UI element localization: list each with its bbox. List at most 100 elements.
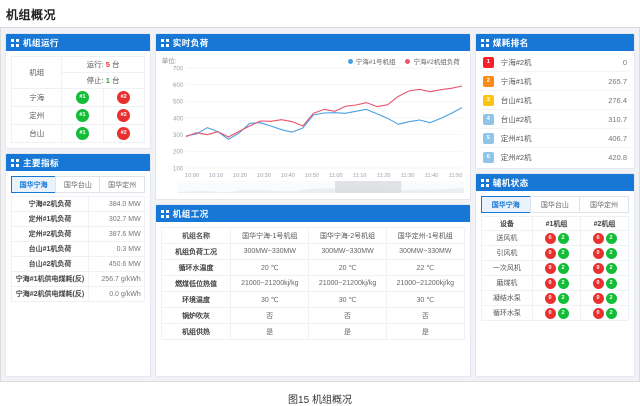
unit-conditions-header: 机组工况	[155, 205, 470, 222]
table-row: 锅炉吹灰否否否	[160, 307, 465, 324]
realtime-load-title: 实时负荷	[172, 37, 209, 48]
load-line-chart: 100 200 300 400 500 600 700 10:00 10:10 10:20 10:3…	[173, 66, 464, 193]
legend-item-0[interactable]: 宁海#1号机组	[347, 56, 395, 66]
figure-caption: 图15 机组概况	[288, 395, 352, 406]
x-axis-tick-label: 10:20	[233, 173, 247, 179]
y-axis-tick-label: 300	[173, 133, 184, 139]
aux-running-count-dot: 2	[605, 307, 617, 319]
tab-metrics-2[interactable]: 国华定州	[99, 176, 145, 193]
condition-value: 否	[230, 307, 310, 324]
table-row: 机组 运行: 5 台	[10, 56, 145, 89]
unit-status-dot[interactable]: #2	[117, 91, 131, 104]
condition-name: 循环水温度	[160, 259, 232, 276]
legend-item-1[interactable]: 宁海#2机组负荷	[405, 56, 460, 66]
unit-status-dot[interactable]: #1	[75, 91, 89, 104]
unit-status-cell[interactable]: #2	[102, 106, 145, 125]
condition-name: 环境温度	[160, 291, 232, 308]
metric-name: 宁海#2机负荷	[11, 196, 89, 212]
chart-series-line-1	[185, 85, 462, 138]
unit-status-dot[interactable]: #1	[75, 109, 89, 122]
condition-value: 300MW~330MW	[230, 243, 310, 260]
aux-fault-count-dot: 0	[544, 277, 556, 289]
aux-fault-count-dot: 0	[544, 232, 556, 244]
unit-status-dot[interactable]: #1	[75, 127, 89, 140]
metric-value: 256.7 g/kWh	[87, 271, 145, 287]
unit-status-cell[interactable]: #1	[61, 106, 104, 125]
legend-color-dot	[347, 58, 353, 64]
aux-status-card: 辅机状态 国华宁海 国华台山 国华定州 设备 #1机组 #2机组 送风机 0 2 0 2 引风机 0 2…	[474, 173, 635, 377]
tab-aux-0[interactable]: 国华宁海	[480, 196, 530, 213]
unit-conditions-body: 机组名称 国华宁海-1号机组 国华宁海-2号机组 国华定州-1号机组 机组负荷工况 300…	[156, 222, 470, 376]
rank-value: 406.7	[608, 133, 627, 143]
rank-badge: 6	[482, 151, 494, 163]
coal-ranking-card: 煤耗排名 1 宁海#2机 0 2 宁海#1机 265.7 3 台山#1机 276.4 4 台山#2机…	[474, 33, 635, 169]
condition-value: 20 ℃	[308, 259, 387, 276]
chart-legend[interactable]: 宁海#1号机组 宁海#2机组负荷	[347, 56, 460, 66]
tab-aux-2[interactable]: 国华定州	[578, 196, 629, 213]
table-row: 机组名称 国华宁海-1号机组 国华宁海-2号机组 国华定州-1号机组	[160, 227, 465, 244]
condition-value: 是	[385, 323, 465, 340]
list-item[interactable]: 3 台山#1机 276.4	[479, 91, 630, 110]
tab-aux-1[interactable]: 国华台山	[529, 196, 579, 213]
x-axis-tick-label: 11:40	[425, 173, 439, 179]
unit-status-cell[interactable]: #1	[61, 124, 104, 143]
tab-metrics-1[interactable]: 国华台山	[55, 176, 100, 193]
rank-name: 定州#1机	[500, 133, 532, 143]
realtime-load-body: 单位: 宁海#1号机组 宁海#2机组负荷 100 200 300 400 500 600 70…	[156, 51, 470, 199]
chart-brush-handle[interactable]	[334, 181, 401, 193]
x-axis-tick-label: 10:30	[257, 173, 271, 179]
stopped-count-cell: 停止: 1 台	[61, 72, 145, 89]
rank-value: 0	[622, 57, 627, 67]
list-item[interactable]: 5 定州#1机 406.7	[479, 129, 630, 148]
table-row: 宁海#2机供电煤耗(反) 0.0 g/kWh	[11, 286, 145, 302]
list-item[interactable]: 1 宁海#2机 0	[479, 53, 630, 72]
condition-value: 否	[308, 307, 387, 324]
table-row: 定州#2机负荷 387.6 MW	[11, 226, 145, 242]
table-row: 机组负荷工况 300MW~330MW 300MW~330MW 300MW~330MW	[160, 243, 465, 260]
aux-fault-count-dot: 0	[544, 262, 556, 274]
unit-running-label: 机组	[10, 56, 63, 89]
main-metrics-tabs[interactable]: 国华宁海 国华台山 国华定州	[11, 176, 145, 193]
rank-badge: 4	[482, 113, 494, 125]
unit-status-dot[interactable]: #2	[117, 127, 131, 140]
list-item[interactable]: 2 宁海#1机 265.7	[479, 72, 630, 91]
unit-conditions-title: 机组工况	[172, 208, 209, 219]
table-row: 宁海 #1 #2	[10, 88, 145, 107]
list-item[interactable]: 4 台山#2机 310.7	[479, 110, 630, 129]
running-count-cell: 运行: 5 台	[61, 56, 145, 73]
table-row: 定州 #1 #2	[10, 106, 145, 125]
list-item[interactable]: 6 定州#2机 420.8	[480, 148, 630, 166]
aux-running-count-dot: 2	[605, 232, 617, 244]
unit-status-cell[interactable]: #2	[102, 88, 145, 107]
aux-status-tabs[interactable]: 国华宁海 国华台山 国华定州	[480, 196, 629, 213]
aux-running-count-dot: 2	[605, 292, 617, 304]
aux-fault-count-dot: 0	[592, 232, 604, 244]
unit-conditions-table: 机组名称 国华宁海-1号机组 国华宁海-2号机组 国华定州-1号机组 机组负荷工况 300…	[160, 227, 465, 340]
main-metrics-body: 国华宁海 国华台山 国华定州 宁海#2机负荷 384.0 MW 定州#1机负荷 302.7…	[6, 171, 150, 376]
grid-icon	[160, 38, 169, 47]
unit-status-dot[interactable]: #2	[117, 109, 131, 122]
aux-fault-count-dot: 0	[544, 307, 556, 319]
condition-value: 21000~21200kj/kg	[230, 275, 310, 292]
aux-fault-count-dot: 0	[592, 277, 604, 289]
tab-metrics-0[interactable]: 国华宁海	[11, 176, 56, 193]
x-axis-tick-label: 10:40	[281, 173, 295, 179]
stopped-label: 停止:	[86, 76, 104, 85]
unit-status-cell[interactable]: #2	[102, 124, 145, 143]
metric-name: 定州#2机负荷	[11, 226, 89, 242]
unit-status-cell[interactable]: #1	[61, 88, 104, 107]
running-unit: 台	[112, 60, 120, 69]
x-axis-tick-label: 10:00	[185, 173, 199, 179]
